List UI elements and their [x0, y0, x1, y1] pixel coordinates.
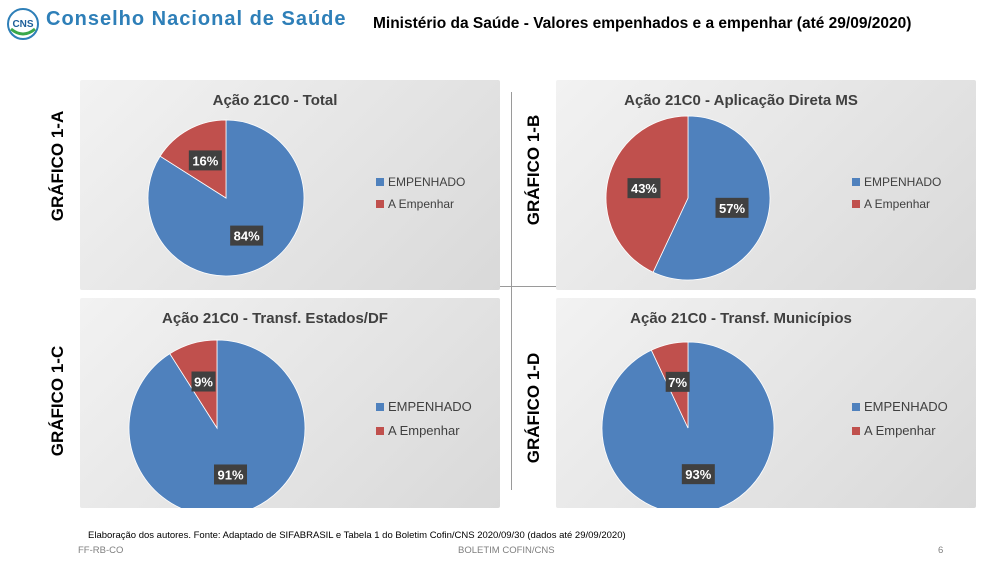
- legend-swatch-a-empenhar: [376, 200, 384, 208]
- vertical-divider: [511, 92, 512, 490]
- chart-panel-1c: Ação 21C0 - Transf. Estados/DF 91% 9% EMPEN…: [80, 298, 500, 508]
- legend-label: EMPENHADO: [864, 399, 948, 414]
- data-label: 16%: [192, 153, 218, 168]
- chart-title: Ação 21C0 - Transf. Municípios: [630, 310, 852, 327]
- data-label: 93%: [685, 467, 711, 482]
- chart-label-1d: GRÁFICO 1-D: [524, 352, 543, 464]
- chart-title: Ação 21C0 - Aplicação Direta MS: [624, 92, 858, 109]
- pie-slice-empenhado: [652, 115, 771, 281]
- chart-label-1a: GRÁFICO 1-A: [48, 110, 67, 222]
- legend-label: A Empenhar: [388, 197, 454, 211]
- chart-panel-1a: Ação 21C0 - Total 84% 16% EMPENHADO A Empenh…: [80, 80, 500, 290]
- legend-label: EMPENHADO: [388, 399, 472, 414]
- legend-label: EMPENHADO: [864, 175, 941, 189]
- pie-chart: Ação 21C0 - Aplicação Direta MS 57% 43% EMP…: [605, 92, 941, 281]
- data-label: 84%: [234, 229, 260, 244]
- svg-text:CNS: CNS: [12, 19, 33, 30]
- pie-slice-empenhado: [601, 341, 775, 508]
- chart-label-1b: GRÁFICO 1-B: [524, 114, 543, 226]
- data-label: 43%: [631, 181, 657, 196]
- legend-swatch-empenhado: [852, 403, 860, 411]
- horizontal-divider: [118, 286, 938, 287]
- legend-swatch-a-empenhar: [852, 200, 860, 208]
- chart-panel-1b: Ação 21C0 - Aplicação Direta MS 57% 43% EMP…: [556, 80, 976, 290]
- data-label: 7%: [668, 375, 687, 390]
- pie-slice-empenhado: [147, 119, 305, 277]
- data-label-box: [188, 150, 222, 171]
- chart-title: Ação 21C0 - Total: [213, 92, 338, 109]
- footer-left: FF-RB-CO: [78, 545, 124, 556]
- data-label: 9%: [194, 375, 213, 390]
- data-label-box: [681, 464, 715, 485]
- slide-title: Ministério da Saúde - Valores empenhados…: [373, 15, 912, 32]
- data-label: 91%: [217, 467, 243, 482]
- legend-label: A Empenhar: [864, 197, 930, 211]
- legend-swatch-a-empenhar: [376, 427, 384, 435]
- data-label-box: [715, 197, 749, 218]
- data-label: 57%: [719, 201, 745, 216]
- data-label-box: [214, 464, 248, 485]
- legend-label: EMPENHADO: [388, 175, 465, 189]
- legend-label: A Empenhar: [864, 423, 936, 438]
- data-label-box: [230, 225, 264, 246]
- chart-title: Ação 21C0 - Transf. Estados/DF: [162, 310, 388, 327]
- chart-panel-1d: Ação 21C0 - Transf. Municípios 93% 7% EMPEN…: [556, 298, 976, 508]
- chart-label-1c: GRÁFICO 1-C: [48, 345, 67, 457]
- slide-header: CNS Conselho Nacional de Saúde Ministéri…: [0, 0, 998, 50]
- legend-label: A Empenhar: [388, 423, 460, 438]
- org-name: Conselho Nacional de Saúde: [46, 8, 347, 30]
- pie-chart: Ação 21C0 - Transf. Municípios 93% 7% EMPEN…: [601, 310, 948, 508]
- source-note: Elaboração dos autores. Fonte: Adaptado …: [88, 530, 626, 541]
- data-label-box: [191, 371, 216, 392]
- legend-swatch-a-empenhar: [852, 427, 860, 435]
- legend-swatch-empenhado: [852, 178, 860, 186]
- footer-page-number: 6: [938, 545, 944, 556]
- cns-logo: CNS: [7, 8, 39, 40]
- pie-chart: Ação 21C0 - Total 84% 16% EMPENHADO A Empenh…: [147, 92, 465, 277]
- data-label-box: [665, 371, 690, 392]
- footer-center: BOLETIM COFIN/CNS: [458, 545, 555, 556]
- legend-swatch-empenhado: [376, 178, 384, 186]
- data-label-box: [627, 178, 661, 199]
- pie-chart: Ação 21C0 - Transf. Estados/DF 91% 9% EMPEN…: [128, 310, 472, 508]
- legend-swatch-empenhado: [376, 403, 384, 411]
